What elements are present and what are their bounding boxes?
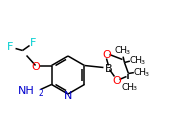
Text: CH: CH [130,56,143,65]
Text: CH: CH [115,46,128,55]
Text: 3: 3 [144,72,148,76]
Text: F: F [7,42,14,53]
Text: CH: CH [122,83,135,92]
Text: O: O [112,76,121,86]
Text: NH: NH [18,87,35,97]
Text: O: O [102,50,111,60]
Text: 3: 3 [140,60,144,64]
Text: F: F [30,38,37,49]
Text: 2: 2 [38,89,43,98]
Text: O: O [31,61,40,72]
Text: N: N [64,91,72,101]
Text: 3: 3 [125,49,129,54]
Text: B: B [105,64,112,73]
Text: 3: 3 [132,87,136,91]
Text: CH: CH [134,68,147,77]
